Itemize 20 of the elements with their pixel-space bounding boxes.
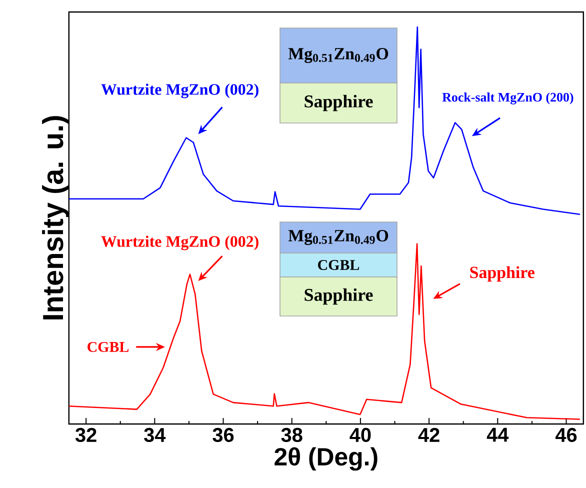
x-tick-label: 42 (418, 428, 440, 442)
x-tick-label: 38 (281, 428, 302, 442)
x-tick-label: 40 (350, 428, 371, 442)
annotation: Rock-salt MgZnO (200) (442, 92, 574, 104)
annotation: Mg$_{0.51}$Zn$_{0.49}$O (288, 48, 388, 63)
x-tick-label: 32 (75, 428, 96, 442)
x-tick-label: 34 (144, 428, 166, 442)
annotation: Sapphire (470, 266, 534, 282)
x-axis-title: 2θ (Deg.) (274, 447, 378, 471)
annotation: Wurtzite MgZnO (002) (101, 84, 258, 98)
x-tick-label: 44 (486, 428, 509, 442)
annotation: CGBL (88, 342, 129, 352)
annotation: CGBL (318, 260, 360, 270)
x-tick-label: 46 (555, 428, 577, 442)
annotation: Wurtzite MgZnO (002) (101, 236, 258, 250)
annotation: Sapphire (304, 94, 373, 112)
x-tick-label: 36 (212, 428, 234, 442)
y-axis-title: Intensity (a. u.) (42, 116, 69, 320)
annotation: Mg$_{0.51}$Zn$_{0.49}$O (288, 230, 388, 245)
annotation: Sapphire (304, 288, 373, 305)
